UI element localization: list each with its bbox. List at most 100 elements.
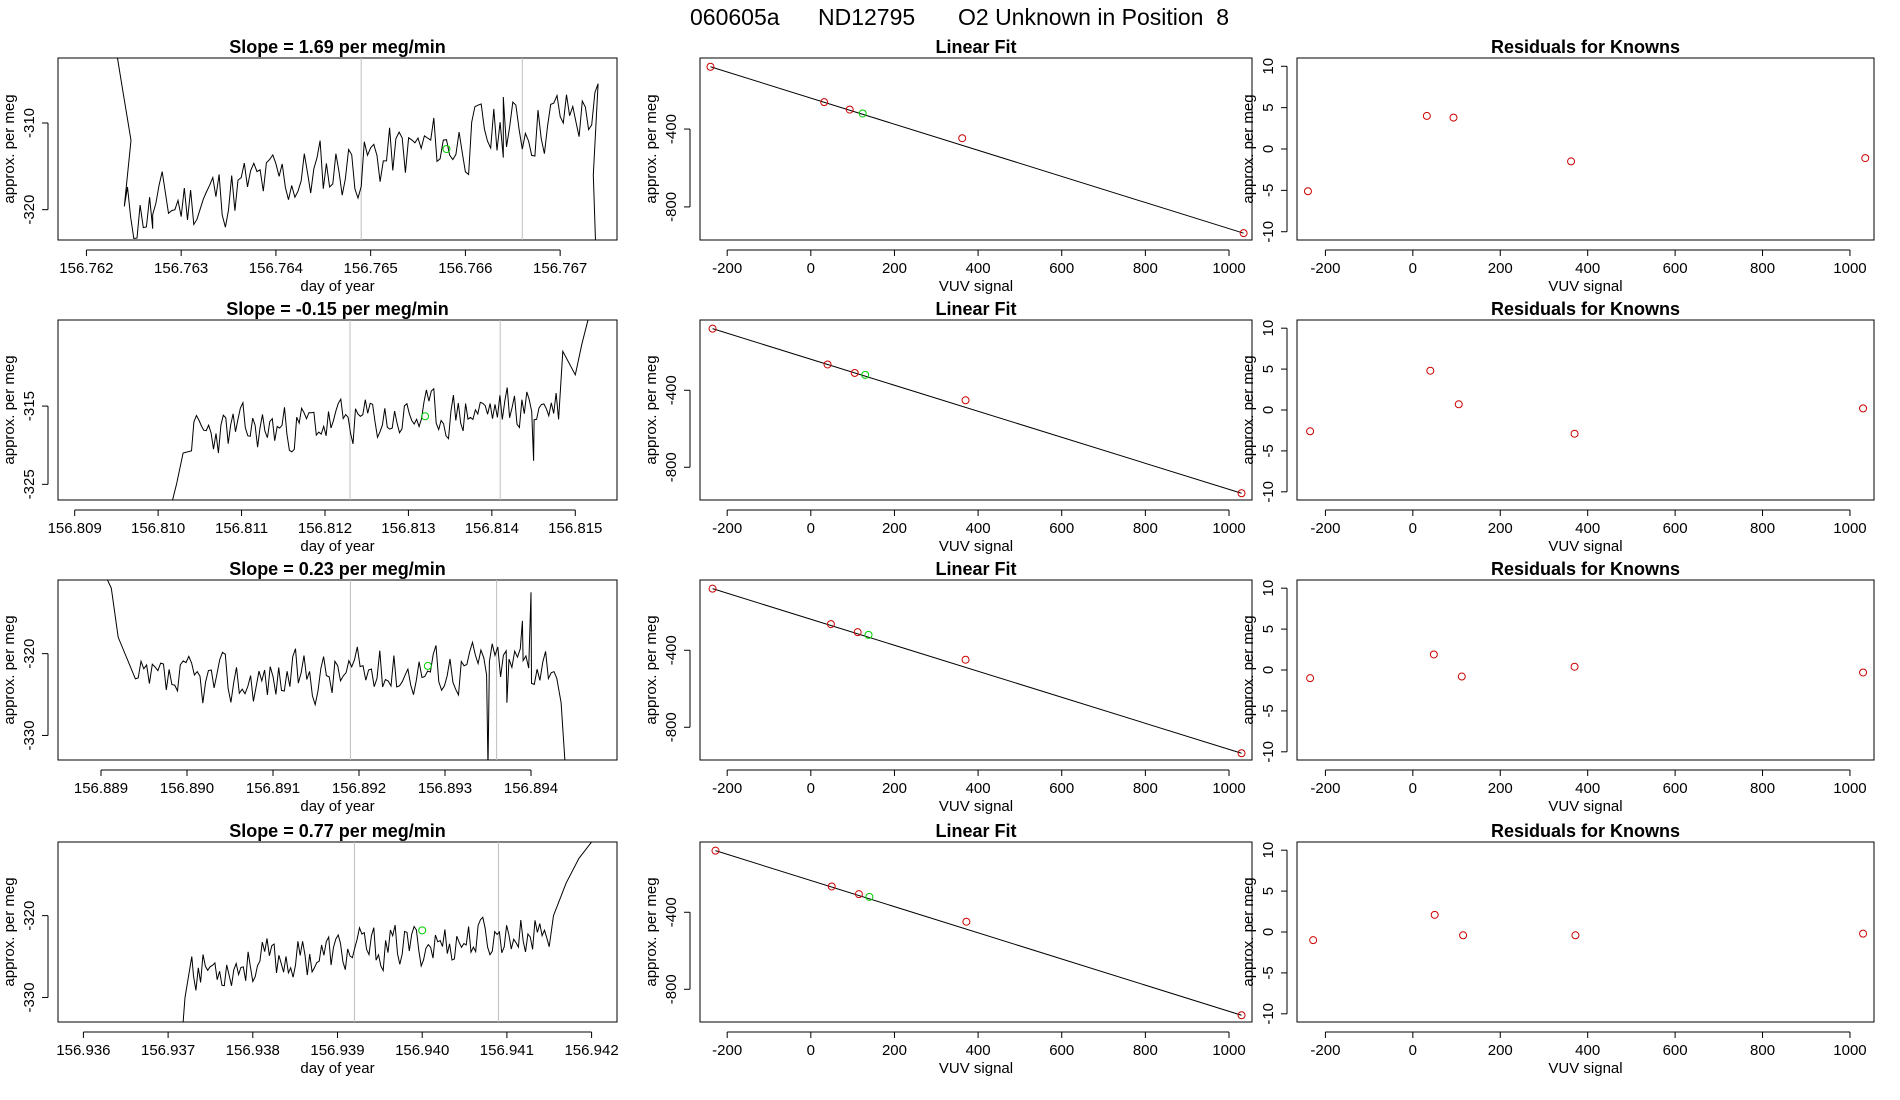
residual-point (1859, 404, 1868, 413)
linear_fit-x-tick-label: 0 (807, 1042, 815, 1059)
linear-fit-title: Linear Fit (935, 559, 1016, 579)
residuals-y-tick-label: 5 (1260, 365, 1277, 373)
residuals-x-tick-label: 200 (1488, 780, 1513, 797)
residuals-panel-row-1: -200 0 200 400 600 800 1000 10 5 0 -5 -10 VUV signal… (1240, 37, 1875, 295)
linear-fit-panel-row-1: -200 0 200 400 600 800 1000 -400 -800 VUV signal a… (643, 37, 1253, 295)
timeseries-x-tick-label: 156.810 (131, 520, 185, 537)
residuals-x-tick-label: 600 (1663, 780, 1688, 797)
known-standard-point (961, 655, 970, 664)
residuals-x-tick-label: 800 (1750, 1042, 1775, 1059)
known-standard-point (845, 105, 854, 114)
timeseries-y-tick-label: -320 (21, 195, 38, 225)
residuals-x-tick-label: 200 (1488, 1042, 1513, 1059)
residuals-title: Residuals for Knowns (1491, 37, 1680, 57)
residuals-x-tick-label: 800 (1750, 520, 1775, 537)
timeseries-x-tick-label: 156.812 (298, 520, 352, 537)
residuals-y-tick-label: 0 (1260, 666, 1277, 674)
linear_fit-x-tick-label: 400 (966, 260, 991, 277)
known-standard-point (1237, 1011, 1246, 1020)
residuals-y-axis-label: approx. per meg (1240, 355, 1257, 464)
linear_fit-y-axis-label: approx. per meg (643, 94, 660, 203)
linear-fit-title: Linear Fit (935, 299, 1016, 319)
timeseries-title-suffix: per meg/min (334, 821, 446, 841)
fit-line (715, 850, 1242, 1016)
linear_fit-x-tick-label: 800 (1133, 780, 1158, 797)
residuals-title: Residuals for Knowns (1491, 821, 1680, 841)
residuals-x-axis-label: VUV signal (1548, 538, 1622, 555)
residual-point (1861, 154, 1870, 163)
linear_fit-x-tick-label: 1000 (1212, 780, 1245, 797)
linear_fit-x-axis-label: VUV signal (939, 278, 1013, 295)
signal-trace-line (106, 580, 566, 760)
linear_fit-x-tick-label: 0 (807, 520, 815, 537)
linear_fit-x-tick-label: -200 (712, 780, 742, 797)
residuals-x-tick-label: 600 (1663, 520, 1688, 537)
timeseries-x-tick-label: 156.894 (504, 780, 558, 797)
residuals-x-tick-label: 800 (1750, 780, 1775, 797)
residuals-x-tick-label: 1000 (1833, 1042, 1866, 1059)
linear_fit-x-tick-label: -200 (712, 260, 742, 277)
timeseries-title: Slope = 1.69 per meg/min (229, 37, 446, 57)
residuals-x-axis-label: VUV signal (1548, 278, 1622, 295)
residuals-panel-row-3: -200 0 200 400 600 800 1000 10 5 0 -5 -10 VUV signal… (1240, 559, 1875, 815)
residuals-y-tick-label: -5 (1260, 184, 1277, 197)
linear_fit-y-tick-label: -800 (663, 974, 680, 1004)
slope-value: -0.15 (296, 299, 337, 319)
timeseries-x-tick-label: 156.936 (56, 1042, 110, 1059)
linear_fit-y-axis-label: approx. per meg (643, 355, 660, 464)
timeseries-x-tick-label: 156.815 (548, 520, 602, 537)
timeseries-title: Slope = -0.15 per meg/min (226, 299, 449, 319)
timeseries-x-tick-label: 156.766 (438, 260, 492, 277)
linear_fit-x-tick-label: 1000 (1212, 520, 1245, 537)
timeseries-y-axis-label: approx. per meg (1, 615, 18, 724)
linear_fit-x-tick-label: -200 (712, 1042, 742, 1059)
linear_fit-y-tick-label: -800 (663, 192, 680, 222)
linear_fit-x-tick-label: 600 (1049, 260, 1074, 277)
residuals-x-tick-label: -200 (1310, 260, 1340, 277)
linear_fit-x-tick-label: 600 (1049, 780, 1074, 797)
residuals-x-tick-label: 1000 (1833, 520, 1866, 537)
residuals-y-tick-label: 0 (1260, 145, 1277, 153)
residuals-x-tick-label: 400 (1575, 260, 1600, 277)
residuals-y-tick-label: -10 (1260, 1003, 1277, 1025)
linear_fit-x-tick-label: 800 (1133, 1042, 1158, 1059)
slope-value: 1.69 (299, 37, 334, 57)
known-standard-point (706, 62, 715, 71)
residuals-x-tick-label: -200 (1310, 1042, 1340, 1059)
timeseries-x-tick-label: 156.813 (381, 520, 435, 537)
timeseries-x-tick-label: 156.940 (395, 1042, 449, 1059)
residuals-x-tick-label: 600 (1663, 1042, 1688, 1059)
residuals-plot-frame (1296, 579, 1875, 761)
residuals-x-tick-label: 0 (1409, 1042, 1417, 1059)
signal-trace-line (116, 58, 599, 240)
figure-description: O2 Unknown in Position 8 (958, 4, 1229, 30)
linear_fit-x-tick-label: 1000 (1212, 1042, 1245, 1059)
timeseries-plot-frame (57, 579, 618, 761)
known-standard-point (1239, 229, 1248, 238)
timeseries-x-tick-label: 156.891 (246, 780, 300, 797)
linear_fit-y-tick-label: -400 (663, 635, 680, 665)
residuals-y-tick-label: -10 (1260, 221, 1277, 243)
known-standard-point (1237, 749, 1246, 758)
unknown-mean-point (423, 661, 432, 670)
timeseries-title-prefix: Slope = (229, 37, 299, 57)
residuals-x-tick-label: 0 (1409, 520, 1417, 537)
residual-point (1422, 111, 1431, 120)
linear_fit-x-tick-label: 200 (882, 1042, 907, 1059)
timeseries-x-tick-label: 156.938 (226, 1042, 280, 1059)
linear_fit-x-tick-label: 400 (966, 780, 991, 797)
residuals-y-axis-label: approx. per meg (1240, 615, 1257, 724)
known-standard-point (708, 324, 717, 333)
residuals-plot-frame (1296, 57, 1875, 241)
residual-point (1459, 931, 1468, 940)
timeseries-x-axis-label: day of year (300, 1060, 374, 1077)
timeseries-y-tick-label: -310 (21, 108, 38, 138)
known-standard-point (850, 368, 859, 377)
fit-line (710, 66, 1244, 234)
residual-point (1570, 662, 1579, 671)
residual-point (1454, 400, 1463, 409)
residuals-y-tick-label: 5 (1260, 103, 1277, 111)
unknown-point (858, 109, 867, 118)
known-standard-point (961, 396, 970, 405)
known-standard-point (826, 620, 835, 629)
